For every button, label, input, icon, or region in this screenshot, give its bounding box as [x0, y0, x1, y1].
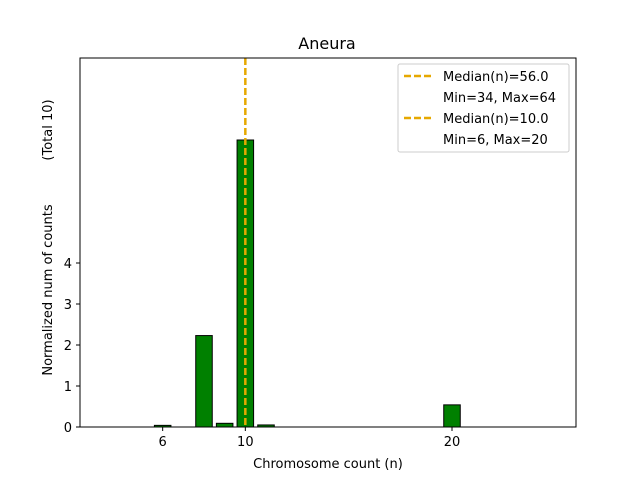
chart-title: Aneura — [298, 34, 355, 53]
y-axis-ticks: 0 1 2 3 4 — [64, 257, 80, 436]
x-axis-label: Chromosome count (n) — [253, 457, 403, 472]
bars-group — [153, 139, 461, 428]
x-axis-ticks: 6 10 20 — [159, 427, 461, 450]
legend-entry-median-2: Median(n)=10.0 — [443, 112, 549, 127]
y-tick-label: 1 — [64, 380, 72, 395]
x-tick-label: 6 — [159, 435, 167, 450]
legend: Median(n)=56.0 Min=34, Max=64 Median(n)=… — [397, 63, 570, 153]
y-axis-label: Normalized num of counts — [41, 204, 56, 375]
bar-20 — [443, 404, 461, 428]
y-tick-label: 3 — [64, 298, 72, 313]
legend-box — [397, 63, 570, 153]
legend-entry-range-1: Min=34, Max=64 — [443, 91, 556, 106]
y-tick-label: 0 — [64, 421, 72, 436]
legend-entry-range-2: Min=6, Max=20 — [443, 133, 548, 148]
y-tick-label: 2 — [64, 339, 72, 354]
plot-frame — [79, 57, 577, 428]
bar-8 — [195, 335, 213, 428]
y-axis-total-label: (Total 10) — [41, 99, 56, 160]
legend-entry-median-1: Median(n)=56.0 — [443, 70, 549, 85]
bar-9 — [215, 422, 234, 428]
x-tick-label: 10 — [237, 435, 254, 450]
y-tick-label: 4 — [64, 257, 72, 272]
x-tick-label: 20 — [444, 435, 461, 450]
